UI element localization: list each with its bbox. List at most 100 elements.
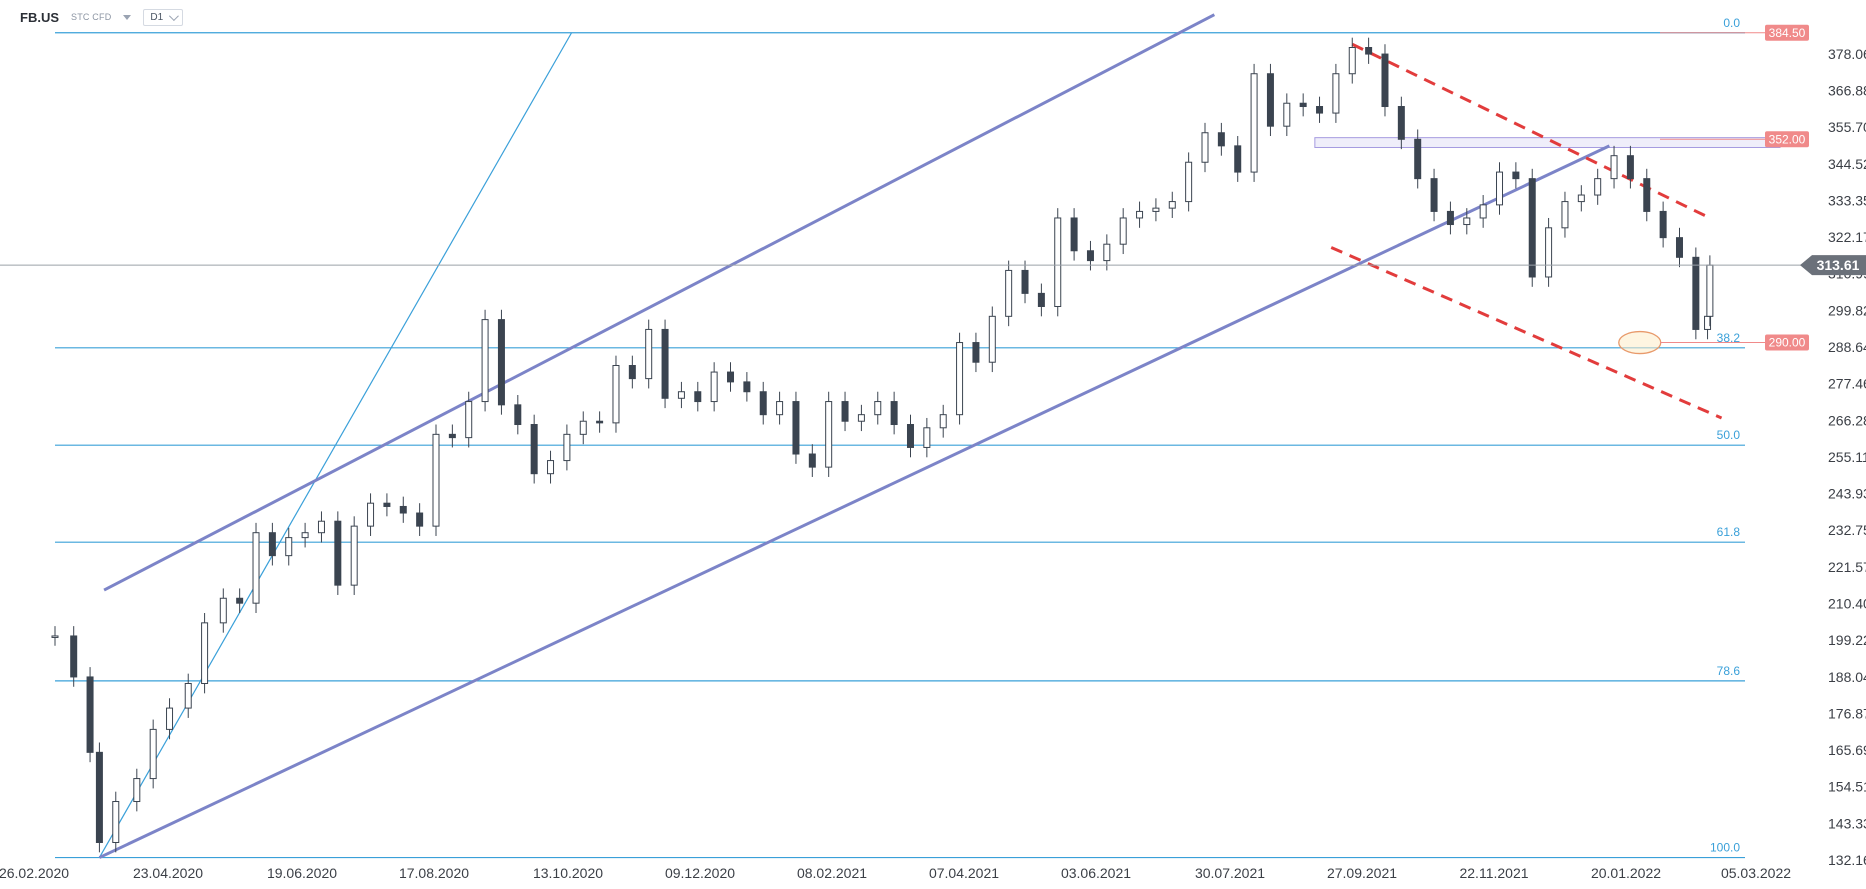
y-tick-label: 355.70 bbox=[1828, 119, 1866, 135]
trendlines bbox=[98, 13, 1723, 859]
x-tick-label: 07.04.2021 bbox=[929, 865, 999, 881]
y-tick-label: 143.33 bbox=[1828, 815, 1866, 831]
candle-body bbox=[1086, 250, 1094, 262]
candle-body bbox=[285, 537, 293, 557]
candle-body bbox=[481, 319, 489, 403]
candle-body bbox=[628, 365, 636, 380]
fibonacci-levels: 0.0 38.2 50.0 61.8 78.6 100.0 bbox=[55, 16, 1745, 859]
candle-body bbox=[514, 404, 522, 426]
candle-body bbox=[1561, 201, 1569, 229]
candle-body bbox=[1217, 132, 1225, 147]
candle-body bbox=[1397, 106, 1405, 140]
candle-body bbox=[956, 342, 964, 416]
y-tick-label: 366.88 bbox=[1828, 83, 1866, 99]
y-tick-label: 232.75 bbox=[1828, 522, 1866, 538]
candle-body bbox=[1626, 155, 1634, 180]
candle-body bbox=[236, 597, 244, 604]
candle-body bbox=[95, 751, 103, 843]
candle-body bbox=[70, 635, 78, 678]
candle-body bbox=[416, 512, 424, 527]
downtrend-lower-line bbox=[1330, 246, 1723, 420]
x-tick-label: 20.01.2022 bbox=[1591, 865, 1661, 881]
y-tick-label: 344.52 bbox=[1828, 156, 1866, 172]
y-tick-label: 255.11 bbox=[1828, 449, 1866, 465]
candle-body bbox=[727, 371, 735, 383]
candle-body bbox=[1610, 155, 1618, 180]
candle-body bbox=[301, 532, 309, 539]
candle-body bbox=[1070, 217, 1078, 252]
candle-body bbox=[661, 328, 669, 399]
y-tick-label: 378.06 bbox=[1828, 46, 1866, 62]
candle-body bbox=[334, 520, 342, 586]
fib-level-label: 78.6 bbox=[1717, 664, 1741, 678]
timeframe-selector[interactable]: D1 bbox=[143, 8, 184, 26]
candle-body bbox=[694, 391, 702, 403]
instrument-type-label: STC CFD bbox=[71, 12, 112, 22]
fib-level-label: 0.0 bbox=[1723, 16, 1740, 30]
candle-body bbox=[1643, 178, 1651, 212]
candle-body bbox=[268, 532, 276, 557]
candle-body bbox=[465, 401, 473, 439]
candle-body bbox=[367, 502, 375, 527]
lower-channel-line bbox=[98, 144, 1611, 859]
candle-body bbox=[776, 401, 784, 416]
y-tick-label: 288.64 bbox=[1828, 339, 1866, 355]
candle-body bbox=[530, 424, 538, 475]
candle-body bbox=[1201, 132, 1209, 163]
y-tick-label: 333.35 bbox=[1828, 192, 1866, 208]
chevron-down-icon bbox=[169, 10, 180, 21]
candle-body bbox=[1446, 210, 1454, 226]
candle-body bbox=[350, 525, 358, 586]
candle-body bbox=[252, 532, 260, 604]
candle-body bbox=[184, 682, 192, 709]
candle-body bbox=[1119, 217, 1127, 245]
x-tick-label: 30.07.2021 bbox=[1195, 865, 1265, 881]
y-tick-label: 132.16 bbox=[1828, 852, 1866, 868]
candle-body bbox=[645, 328, 653, 380]
candle-body bbox=[1528, 178, 1536, 278]
symbol-dropdown-icon[interactable] bbox=[123, 14, 132, 20]
candle-body bbox=[1545, 227, 1553, 278]
candle-body bbox=[972, 342, 980, 363]
x-tick-label: 13.10.2020 bbox=[533, 865, 603, 881]
candle-body bbox=[841, 401, 849, 422]
x-tick-label: 26.02.2020 bbox=[0, 865, 69, 881]
candle-body bbox=[1005, 269, 1013, 317]
candle-body bbox=[874, 401, 882, 416]
candle-body bbox=[1659, 210, 1667, 239]
candle-body bbox=[448, 433, 456, 439]
chart-toolbar: FB.US STC CFD D1 bbox=[0, 0, 400, 34]
y-tick-label: 266.28 bbox=[1828, 412, 1866, 428]
candle-body bbox=[133, 778, 141, 803]
candle-body bbox=[1152, 207, 1160, 212]
y-tick-label: 243.93 bbox=[1828, 486, 1866, 502]
x-tick-label: 08.02.2021 bbox=[797, 865, 867, 881]
x-tick-label: 19.06.2020 bbox=[267, 865, 337, 881]
candle-body bbox=[1136, 210, 1144, 219]
candle-body bbox=[1675, 237, 1683, 258]
candle-body bbox=[1185, 161, 1193, 203]
candle-body bbox=[1037, 292, 1045, 307]
y-axis: 378.06366.88355.70344.52333.35322.17310.… bbox=[1660, 24, 1866, 868]
fib-level-label: 38.2 bbox=[1717, 331, 1741, 345]
x-tick-label: 23.04.2020 bbox=[133, 865, 203, 881]
candle-body bbox=[1316, 106, 1324, 114]
symbol-label[interactable]: FB.US bbox=[20, 9, 59, 25]
candle-body bbox=[1496, 171, 1504, 206]
y-tick-label: 221.57 bbox=[1828, 559, 1866, 575]
candle-body bbox=[1348, 47, 1356, 75]
candle-body bbox=[1479, 204, 1487, 219]
candle-body bbox=[432, 433, 440, 527]
level-tag-box bbox=[1765, 24, 1809, 41]
highlight-circle bbox=[1618, 330, 1662, 355]
level-tag-box bbox=[1765, 334, 1809, 351]
y-tick-label: 176.87 bbox=[1828, 705, 1866, 721]
candle-body bbox=[219, 597, 227, 624]
candle-body bbox=[201, 622, 209, 684]
candle-body bbox=[112, 801, 120, 843]
y-tick-label: 165.69 bbox=[1828, 742, 1866, 758]
candle-body bbox=[939, 414, 947, 429]
candle-body bbox=[1266, 73, 1274, 127]
candle-body bbox=[1365, 47, 1373, 55]
